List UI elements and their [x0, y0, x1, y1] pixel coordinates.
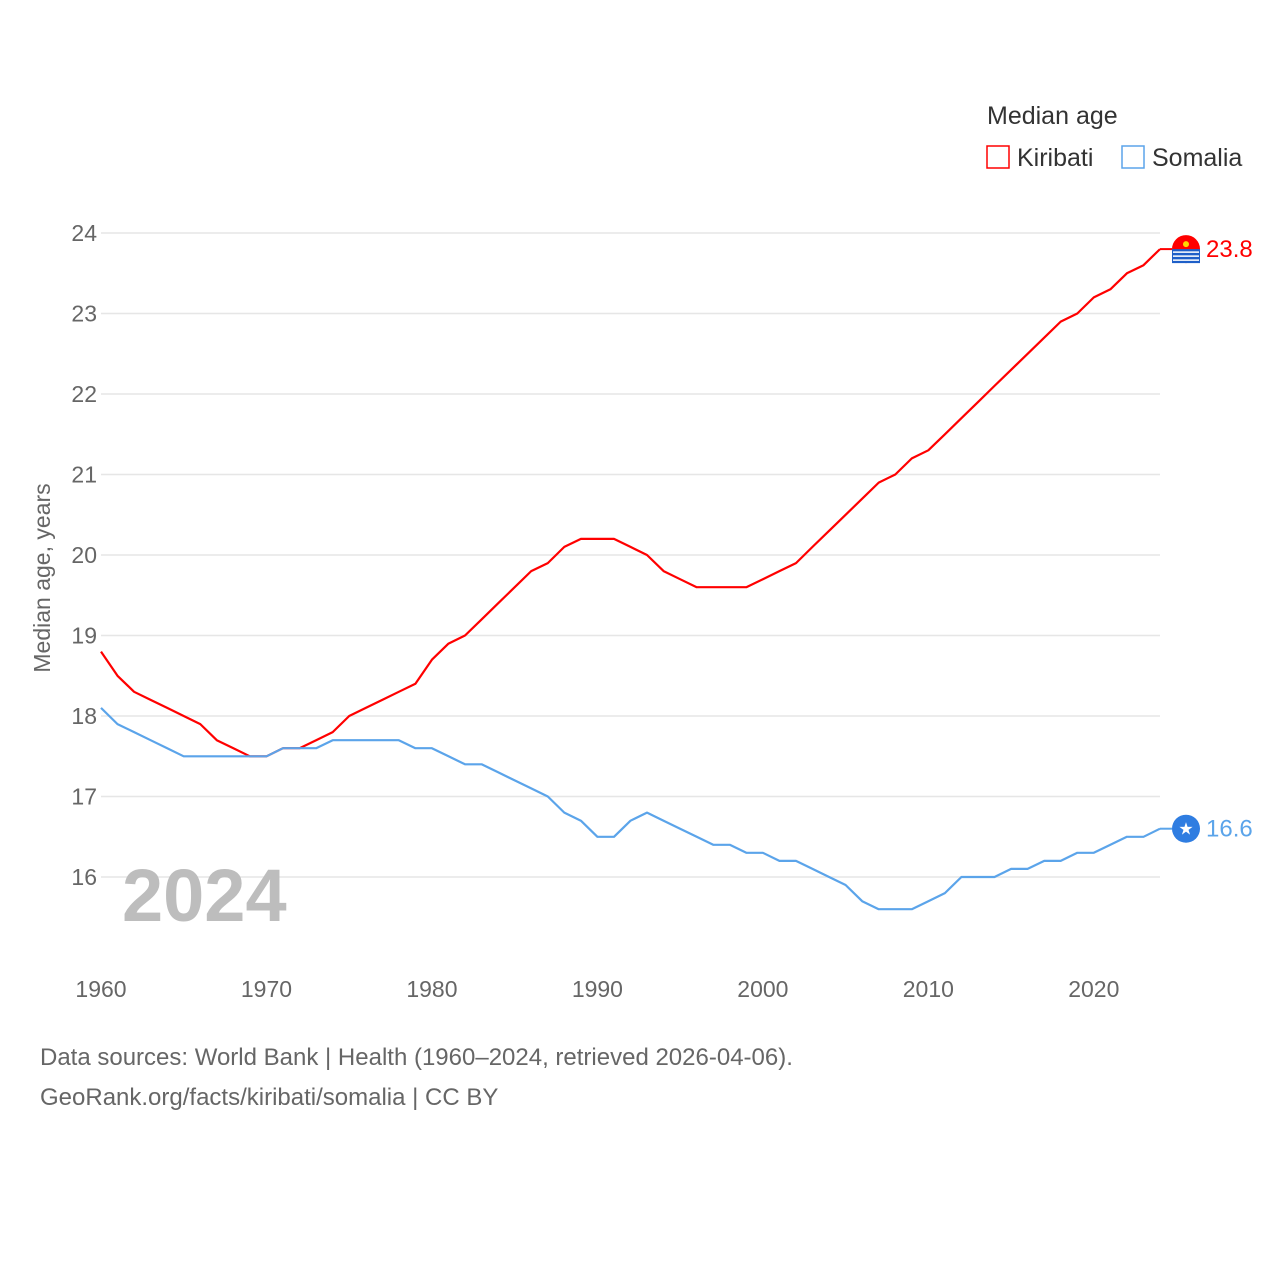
legend-swatch-kiribati [986, 145, 1010, 169]
footer-link[interactable]: GeoRank.org/facts/kiribati/somalia | CC … [40, 1084, 499, 1111]
y-tick-label: 21 [71, 462, 97, 488]
flag-star: ★ [1178, 820, 1193, 839]
x-tick-label: 1980 [406, 976, 457, 1002]
y-axis-label: Median age, years [29, 483, 55, 672]
y-tick-label: 20 [71, 542, 97, 568]
somalia-flag-icon: ★ [1172, 814, 1200, 843]
y-tick-label: 19 [71, 623, 97, 649]
legend-label-kiribati: Kiribati [1017, 144, 1093, 172]
end-value-label: 16.6 [1206, 816, 1253, 843]
y-tick-label: 16 [71, 864, 97, 890]
kiribati-flag-icon [1172, 235, 1200, 264]
x-tick-label: 1970 [241, 976, 292, 1002]
flag-bird [1183, 241, 1189, 248]
y-tick-label: 18 [71, 703, 97, 729]
x-tick-label: 2010 [903, 976, 954, 1002]
footer-sources: Data sources: World Bank | Health (1960–… [40, 1044, 793, 1071]
x-tick-label: 1990 [572, 976, 623, 1002]
year-label: 2024 [122, 854, 287, 937]
series-line-kiribati [100, 248, 1161, 758]
legend-label-somalia: Somalia [1152, 144, 1242, 172]
flag-field [1172, 814, 1200, 843]
y-tick-label: 22 [71, 381, 97, 407]
x-tick-label: 2000 [737, 976, 788, 1002]
legend-title: Median age [987, 102, 1118, 130]
series-line-somalia [100, 707, 1161, 911]
y-tick-label: 24 [71, 220, 97, 246]
x-tick-label: 1960 [75, 976, 126, 1002]
y-tick-label: 23 [71, 301, 97, 327]
x-tick-label: 2020 [1068, 976, 1119, 1002]
y-tick-label: 17 [71, 784, 97, 810]
legend-swatch-somalia [1121, 145, 1145, 169]
end-value-label: 23.8 [1206, 236, 1253, 263]
